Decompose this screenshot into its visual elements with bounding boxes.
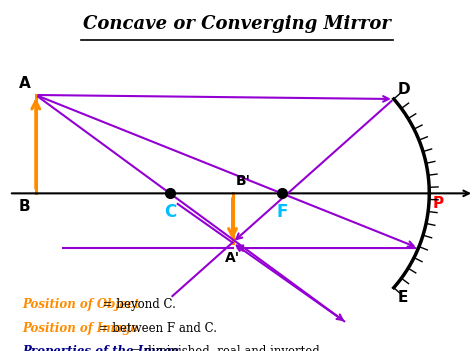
Text: Position of Object: Position of Object (22, 298, 140, 311)
Text: = diminished, real and inverted.: = diminished, real and inverted. (128, 345, 324, 351)
Text: A': A' (225, 251, 240, 265)
Text: Concave or Converging Mirror: Concave or Converging Mirror (83, 15, 391, 33)
Text: B: B (19, 199, 30, 214)
Text: Position of Image: Position of Image (22, 322, 138, 335)
Text: E: E (397, 290, 408, 305)
Text: = beyond C.: = beyond C. (99, 298, 176, 311)
Text: A: A (18, 77, 30, 91)
Text: P: P (433, 196, 444, 211)
Text: C: C (164, 203, 176, 221)
Text: = between F and C.: = between F and C. (95, 322, 217, 335)
Text: B': B' (236, 174, 251, 188)
Text: Properties of the Image: Properties of the Image (22, 345, 179, 351)
Text: D: D (397, 82, 410, 97)
Text: F: F (276, 203, 287, 221)
